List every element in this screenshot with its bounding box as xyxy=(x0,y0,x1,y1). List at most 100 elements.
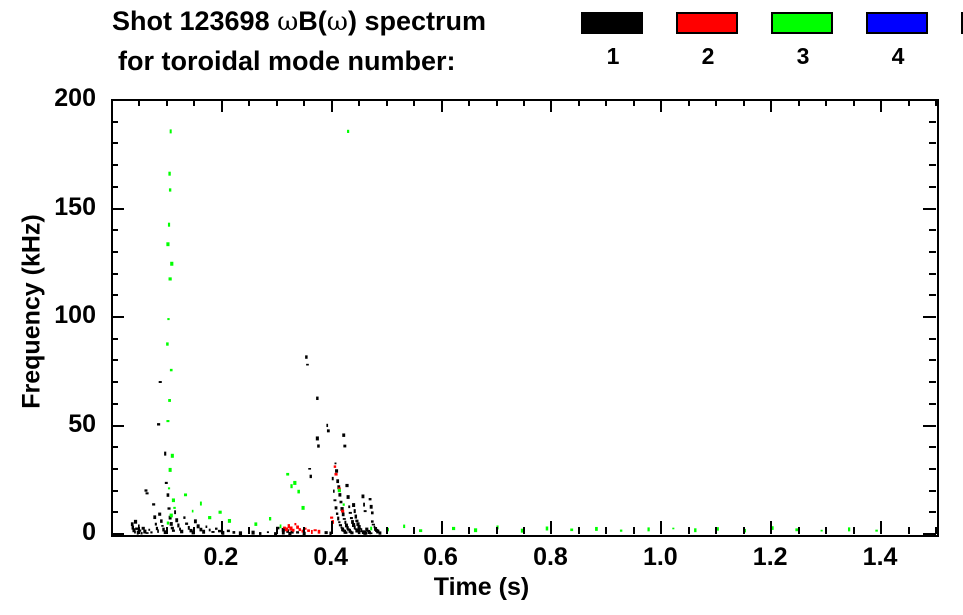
page-title-line-1: Shot 123698 ωB(ω) spectrum xyxy=(112,6,486,37)
x-minor-tick-top xyxy=(523,99,525,106)
x-minor-tick-top xyxy=(907,99,910,106)
y-minor-tick-right xyxy=(929,250,936,253)
legend-item-mode-3[interactable]: 3 xyxy=(771,12,835,68)
x-minor-tick-top xyxy=(935,99,937,106)
x-minor-tick-top xyxy=(825,99,828,106)
x-minor-tick-top xyxy=(852,99,855,106)
y-minor-tick xyxy=(111,489,118,492)
legend-item-mode-1[interactable]: 1 xyxy=(581,12,645,68)
x-tick-label: 0.6 xyxy=(423,543,458,571)
x-tick-label: 1.0 xyxy=(642,543,678,571)
plot-frame xyxy=(111,99,939,537)
legend-item-mode-5[interactable]: 5 xyxy=(961,12,963,68)
legend-label-mode-2: 2 xyxy=(701,43,715,69)
legend-label-mode-1: 1 xyxy=(606,43,620,69)
y-minor-tick-right xyxy=(929,511,936,514)
x-minor-tick-top xyxy=(632,99,635,106)
y-minor-tick-right xyxy=(929,272,936,275)
y-minor-tick-right xyxy=(929,446,936,449)
x-minor-tick-top xyxy=(413,99,416,106)
y-minor-tick xyxy=(111,294,118,297)
x-minor-tick xyxy=(468,527,471,534)
y-tick-label: 100 xyxy=(54,301,96,329)
y-minor-tick-right xyxy=(929,142,936,145)
page-title-line-2: for toroidal mode number: xyxy=(118,46,456,76)
x-major-tick-top xyxy=(770,99,773,112)
x-minor-tick xyxy=(523,527,525,534)
x-axis-title: Time (s) xyxy=(433,573,530,601)
legend-swatch-mode-1 xyxy=(581,12,643,34)
x-major-tick xyxy=(220,521,223,534)
y-minor-tick-right xyxy=(929,120,936,123)
x-major-tick-top xyxy=(550,99,553,112)
y-minor-tick-right xyxy=(929,402,936,405)
x-minor-tick-top xyxy=(111,99,113,106)
y-axis-title: Frequency (kHz) xyxy=(17,214,46,409)
legend-swatch-mode-3 xyxy=(771,12,833,34)
series-mode-3 xyxy=(166,129,878,533)
x-major-tick-top xyxy=(660,99,663,112)
y-minor-tick-right xyxy=(929,294,936,297)
x-minor-tick xyxy=(413,527,416,534)
y-minor-tick xyxy=(111,446,118,449)
x-minor-tick-top xyxy=(742,99,745,106)
x-major-tick-top xyxy=(220,99,223,112)
legend-item-mode-2[interactable]: 2 xyxy=(676,12,740,68)
x-tick-label: 0.4 xyxy=(313,543,349,571)
y-major-tick-right xyxy=(923,207,936,210)
x-minor-tick-top xyxy=(605,99,608,106)
x-minor-tick xyxy=(605,527,608,534)
y-major-tick xyxy=(111,533,124,535)
x-minor-tick xyxy=(495,527,498,534)
legend: 1 2 3 4 5 xyxy=(581,12,963,88)
x-major-tick xyxy=(440,521,443,534)
x-major-tick xyxy=(660,521,663,534)
x-minor-tick-top xyxy=(577,99,580,106)
y-minor-tick-right xyxy=(929,337,936,340)
y-minor-tick xyxy=(111,185,118,188)
x-tick-label: 0.2 xyxy=(203,543,239,571)
x-minor-tick xyxy=(248,527,251,534)
y-major-tick xyxy=(111,99,124,101)
x-tick-label: 1.4 xyxy=(862,543,898,571)
x-minor-tick-top xyxy=(797,99,800,106)
x-minor-tick-top xyxy=(385,99,388,106)
x-minor-tick xyxy=(935,527,937,534)
x-minor-tick-top xyxy=(495,99,498,106)
x-minor-tick xyxy=(797,527,800,534)
y-minor-tick-right xyxy=(929,381,936,384)
omega-symbol-2: ω xyxy=(326,7,348,37)
x-minor-tick xyxy=(907,527,910,534)
y-minor-tick xyxy=(111,337,118,340)
y-major-tick-right xyxy=(923,316,936,318)
x-minor-tick xyxy=(825,527,828,534)
x-minor-tick xyxy=(715,527,718,534)
x-minor-tick xyxy=(303,527,306,534)
x-minor-tick xyxy=(138,527,141,534)
y-major-tick-right xyxy=(923,424,936,427)
y-minor-tick-right xyxy=(929,359,936,362)
x-minor-tick xyxy=(385,527,388,534)
x-minor-tick xyxy=(577,527,580,534)
x-minor-tick xyxy=(742,527,745,534)
x-major-tick-top xyxy=(880,99,883,112)
x-minor-tick-top xyxy=(275,99,278,106)
y-minor-tick xyxy=(111,272,118,275)
y-major-tick xyxy=(111,207,124,210)
y-minor-tick xyxy=(111,402,118,405)
x-major-tick-top xyxy=(440,99,443,112)
legend-swatch-mode-5 xyxy=(961,12,963,34)
y-minor-tick xyxy=(111,359,118,362)
y-tick-label: 50 xyxy=(68,409,96,438)
x-minor-tick-top xyxy=(165,99,168,106)
y-minor-tick-right xyxy=(929,185,936,188)
y-minor-tick xyxy=(111,229,118,232)
legend-item-mode-4[interactable]: 4 xyxy=(866,12,930,68)
x-major-tick xyxy=(770,521,773,534)
x-major-tick xyxy=(550,521,553,534)
title-suffix: ) spectrum xyxy=(348,6,487,36)
legend-label-mode-3: 3 xyxy=(796,43,810,69)
y-major-tick-right xyxy=(923,533,936,535)
x-minor-tick xyxy=(193,527,196,534)
x-minor-tick xyxy=(111,527,113,534)
